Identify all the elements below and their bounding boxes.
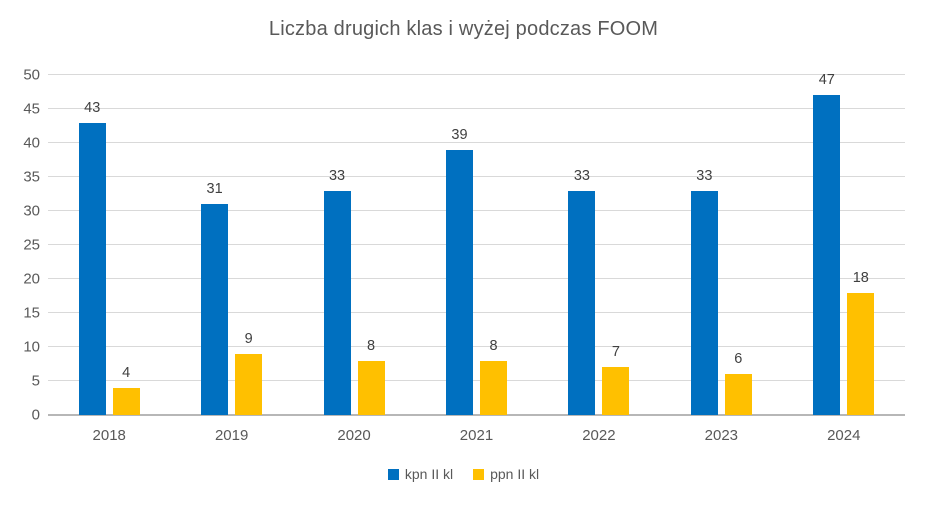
bar-value-label: 8	[367, 337, 376, 354]
legend-label: kpn II kl	[404, 466, 454, 482]
legend-label: ppn II kl	[490, 466, 540, 482]
bar-ppn-ii-kl: 6	[724, 351, 752, 415]
bar-ppn-ii-kl: 7	[602, 344, 630, 415]
bar-value-label: 4	[122, 364, 131, 381]
legend-swatch-icon	[473, 468, 485, 480]
plot-area: 0 5 10 15 20 25 30 35 40 45 50 43 4 2018 31 9 2019 33 8 202…	[23, 67, 905, 444]
bar-group: 33 7	[538, 75, 660, 415]
x-axis-label: 2019	[214, 427, 249, 444]
legend-item: kpn II kl	[387, 466, 454, 482]
bar-value-label: 6	[734, 351, 743, 368]
y-axis-label: 25	[23, 236, 40, 254]
y-axis-label: 45	[23, 100, 40, 118]
bar-value-label: 8	[489, 337, 498, 354]
gridline	[48, 278, 905, 279]
bar-group: 33 8	[293, 75, 415, 415]
bar-value-label: 7	[611, 344, 620, 361]
bar-ppn-ii-kl: 8	[357, 338, 385, 415]
bar-kpn-ii-kl: 43	[78, 100, 106, 415]
x-axis-label: 2021	[459, 427, 494, 444]
legend-swatch-icon	[387, 468, 399, 480]
bar-value-label: 33	[328, 167, 346, 184]
chart-title: Liczba drugich klas i wyżej podczas FOOM	[268, 18, 659, 40]
bar-ppn-ii-kl: 8	[479, 338, 507, 415]
y-axis-label: 40	[23, 134, 40, 152]
bar-group: 33 6	[660, 75, 782, 415]
x-axis-label: 2023	[704, 427, 739, 444]
gridline	[48, 142, 905, 143]
gridline	[48, 346, 905, 347]
bar-value-label: 33	[696, 167, 713, 184]
y-axis-label: 35	[23, 168, 40, 186]
gridline	[48, 380, 905, 381]
bar-kpn-ii-kl: 33	[568, 168, 596, 415]
bar-value-label: 43	[84, 99, 101, 116]
y-axis-label: 20	[23, 270, 40, 288]
x-axis-line	[48, 414, 905, 416]
y-axis-label: 50	[23, 66, 40, 84]
bar-value-label: 18	[852, 269, 869, 286]
bar-kpn-ii-kl: 39	[445, 127, 473, 415]
bar-value-label: 31	[206, 181, 223, 198]
bar-ppn-ii-kl: 18	[847, 270, 875, 415]
y-axis-label: 5	[31, 372, 40, 390]
y-axis-label: 0	[31, 406, 40, 424]
x-axis-label: 2020	[337, 427, 371, 444]
x-axis-label: 2024	[827, 427, 861, 444]
bar-group: 47 18	[783, 72, 905, 415]
bar-group: 31 9	[170, 75, 292, 415]
bar-value-label: 9	[244, 330, 253, 347]
bar-kpn-ii-kl: 33	[323, 168, 351, 415]
bar-group: 39 8	[415, 75, 537, 415]
gridline	[48, 108, 905, 109]
legend-item: ppn II kl	[473, 466, 539, 482]
gridline	[48, 312, 905, 313]
x-axis-label: 2018	[92, 427, 126, 444]
legend: kpn II kl ppn II kl	[0, 466, 927, 482]
gridline	[48, 74, 905, 75]
gridline	[48, 210, 905, 211]
bar-group: 43 4	[48, 75, 170, 415]
bar-ppn-ii-kl: 9	[235, 331, 263, 415]
bar-value-label: 33	[573, 167, 590, 184]
gridline	[48, 244, 905, 245]
bar-value-label: 39	[451, 126, 468, 143]
bar-ppn-ii-kl: 4	[112, 365, 140, 415]
y-axis-label: 30	[23, 202, 40, 220]
x-axis-label: 2022	[582, 427, 616, 444]
bar-value-label: 47	[818, 72, 835, 89]
gridline	[48, 176, 905, 177]
bar-kpn-ii-kl: 31	[201, 181, 229, 415]
y-axis-label: 15	[23, 304, 40, 322]
y-axis-label: 10	[23, 338, 40, 356]
bar-kpn-ii-kl: 33	[690, 168, 718, 415]
bar-kpn-ii-kl: 47	[813, 72, 841, 415]
